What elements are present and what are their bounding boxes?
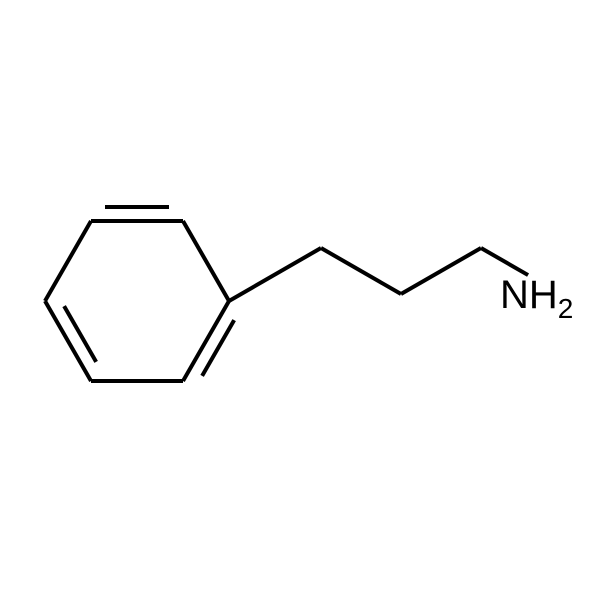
bond-c4-c7 <box>229 248 321 301</box>
bond-c3-c4-inner <box>202 320 234 376</box>
bond-c6-c1 <box>45 221 91 301</box>
amine-label-main: NH <box>500 273 558 317</box>
bond-c7-c8 <box>321 248 401 294</box>
bond-c9-n <box>481 248 528 275</box>
amine-label: NH2 <box>500 273 573 324</box>
bond-c8-c9 <box>401 248 481 294</box>
bond-c1-c2-inner <box>64 306 96 362</box>
amine-label-sub: 2 <box>558 293 574 324</box>
bond-c4-c5 <box>183 221 229 301</box>
molecule-diagram: NH2 <box>0 0 600 600</box>
